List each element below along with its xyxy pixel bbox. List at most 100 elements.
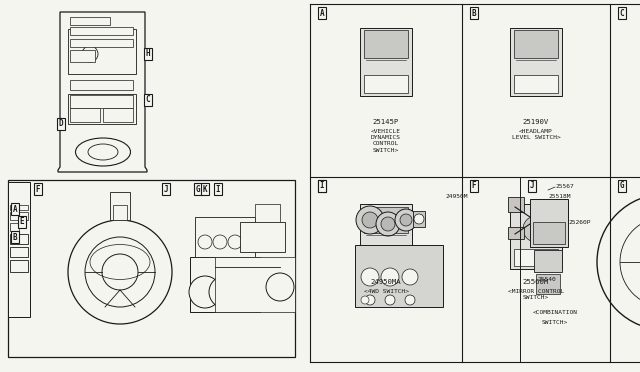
- Circle shape: [243, 235, 257, 249]
- Bar: [514, 75, 558, 93]
- Bar: [68, 94, 136, 124]
- Bar: [536, 274, 560, 294]
- Text: B: B: [472, 9, 476, 17]
- Text: B: B: [13, 232, 17, 241]
- Bar: [533, 222, 565, 244]
- Bar: [113, 205, 127, 220]
- Text: 25145P: 25145P: [373, 119, 399, 125]
- Bar: [10, 247, 28, 257]
- Bar: [215, 257, 295, 312]
- Bar: [534, 250, 562, 272]
- Text: F: F: [36, 185, 40, 193]
- Text: A: A: [13, 205, 17, 214]
- Circle shape: [385, 295, 395, 305]
- Circle shape: [405, 295, 415, 305]
- Circle shape: [597, 194, 640, 330]
- Circle shape: [376, 212, 400, 236]
- Circle shape: [414, 214, 424, 224]
- Bar: [10, 234, 28, 244]
- Bar: [364, 30, 408, 58]
- Bar: [413, 211, 425, 227]
- Bar: [70, 50, 95, 62]
- Text: C: C: [146, 96, 150, 105]
- Text: <MIRROR CONTROL
SWITCH>: <MIRROR CONTROL SWITCH>: [508, 289, 564, 300]
- Bar: [190, 257, 260, 312]
- Text: <HEADLAMP
LEVEL SWITCH>: <HEADLAMP LEVEL SWITCH>: [511, 129, 561, 140]
- Bar: [10, 212, 28, 220]
- Bar: [510, 28, 562, 96]
- Text: <4WD SWITCH>: <4WD SWITCH>: [364, 289, 408, 294]
- Circle shape: [232, 277, 258, 303]
- Text: 25560M: 25560M: [523, 279, 549, 285]
- Bar: [10, 205, 28, 210]
- Circle shape: [361, 268, 379, 286]
- Text: 24950M: 24950M: [445, 194, 467, 199]
- Text: A: A: [320, 9, 324, 17]
- Bar: [70, 27, 133, 35]
- Text: 25260P: 25260P: [568, 220, 591, 225]
- Text: F: F: [472, 182, 476, 190]
- Text: 25540: 25540: [537, 277, 556, 282]
- Circle shape: [228, 235, 242, 249]
- Bar: [70, 17, 110, 25]
- Text: SWITCH>: SWITCH>: [542, 320, 568, 325]
- Bar: [364, 249, 408, 266]
- Circle shape: [213, 235, 227, 249]
- Bar: [70, 80, 133, 90]
- Ellipse shape: [88, 144, 118, 160]
- Circle shape: [365, 295, 375, 305]
- Bar: [360, 204, 412, 269]
- Circle shape: [68, 220, 172, 324]
- Bar: [508, 227, 524, 239]
- Text: 25567: 25567: [555, 184, 573, 189]
- Text: K: K: [203, 185, 207, 193]
- Bar: [240, 222, 285, 252]
- Bar: [510, 204, 562, 269]
- Text: <COMBINATION: <COMBINATION: [532, 310, 577, 315]
- Text: G: G: [196, 185, 200, 193]
- Circle shape: [209, 276, 241, 308]
- Circle shape: [402, 269, 418, 285]
- Circle shape: [395, 209, 417, 231]
- Text: 24950MA: 24950MA: [371, 279, 401, 285]
- Circle shape: [361, 296, 369, 304]
- Bar: [508, 197, 524, 212]
- Text: E: E: [320, 182, 324, 190]
- Ellipse shape: [76, 138, 131, 166]
- Circle shape: [189, 276, 221, 308]
- Text: I: I: [320, 182, 324, 190]
- Text: I: I: [216, 185, 220, 193]
- Bar: [364, 75, 408, 93]
- Bar: [70, 39, 133, 47]
- Circle shape: [381, 268, 399, 286]
- Bar: [355, 245, 443, 307]
- Bar: [10, 260, 28, 272]
- Bar: [514, 249, 558, 266]
- Bar: [530, 199, 568, 247]
- Circle shape: [356, 206, 384, 234]
- Bar: [364, 207, 408, 233]
- Circle shape: [102, 254, 138, 290]
- Circle shape: [400, 214, 412, 226]
- Text: J: J: [164, 185, 168, 193]
- Bar: [110, 192, 130, 220]
- Bar: [70, 95, 133, 108]
- Bar: [68, 29, 136, 74]
- Text: J: J: [530, 182, 534, 190]
- Circle shape: [620, 217, 640, 307]
- Bar: [70, 108, 100, 122]
- Bar: [360, 28, 412, 96]
- Bar: [514, 30, 558, 58]
- Text: C: C: [620, 9, 624, 17]
- Bar: [195, 217, 255, 257]
- Circle shape: [85, 237, 155, 307]
- Text: 25190V: 25190V: [523, 119, 549, 125]
- Circle shape: [82, 46, 98, 62]
- Text: 25518M: 25518M: [548, 194, 570, 199]
- Circle shape: [266, 273, 294, 301]
- Text: <VEHICLE
DYNAMICS
CONTROL
SWITCH>: <VEHICLE DYNAMICS CONTROL SWITCH>: [371, 129, 401, 153]
- Circle shape: [523, 216, 549, 242]
- Bar: [8, 182, 30, 317]
- Text: G: G: [620, 182, 624, 190]
- Bar: [10, 223, 19, 231]
